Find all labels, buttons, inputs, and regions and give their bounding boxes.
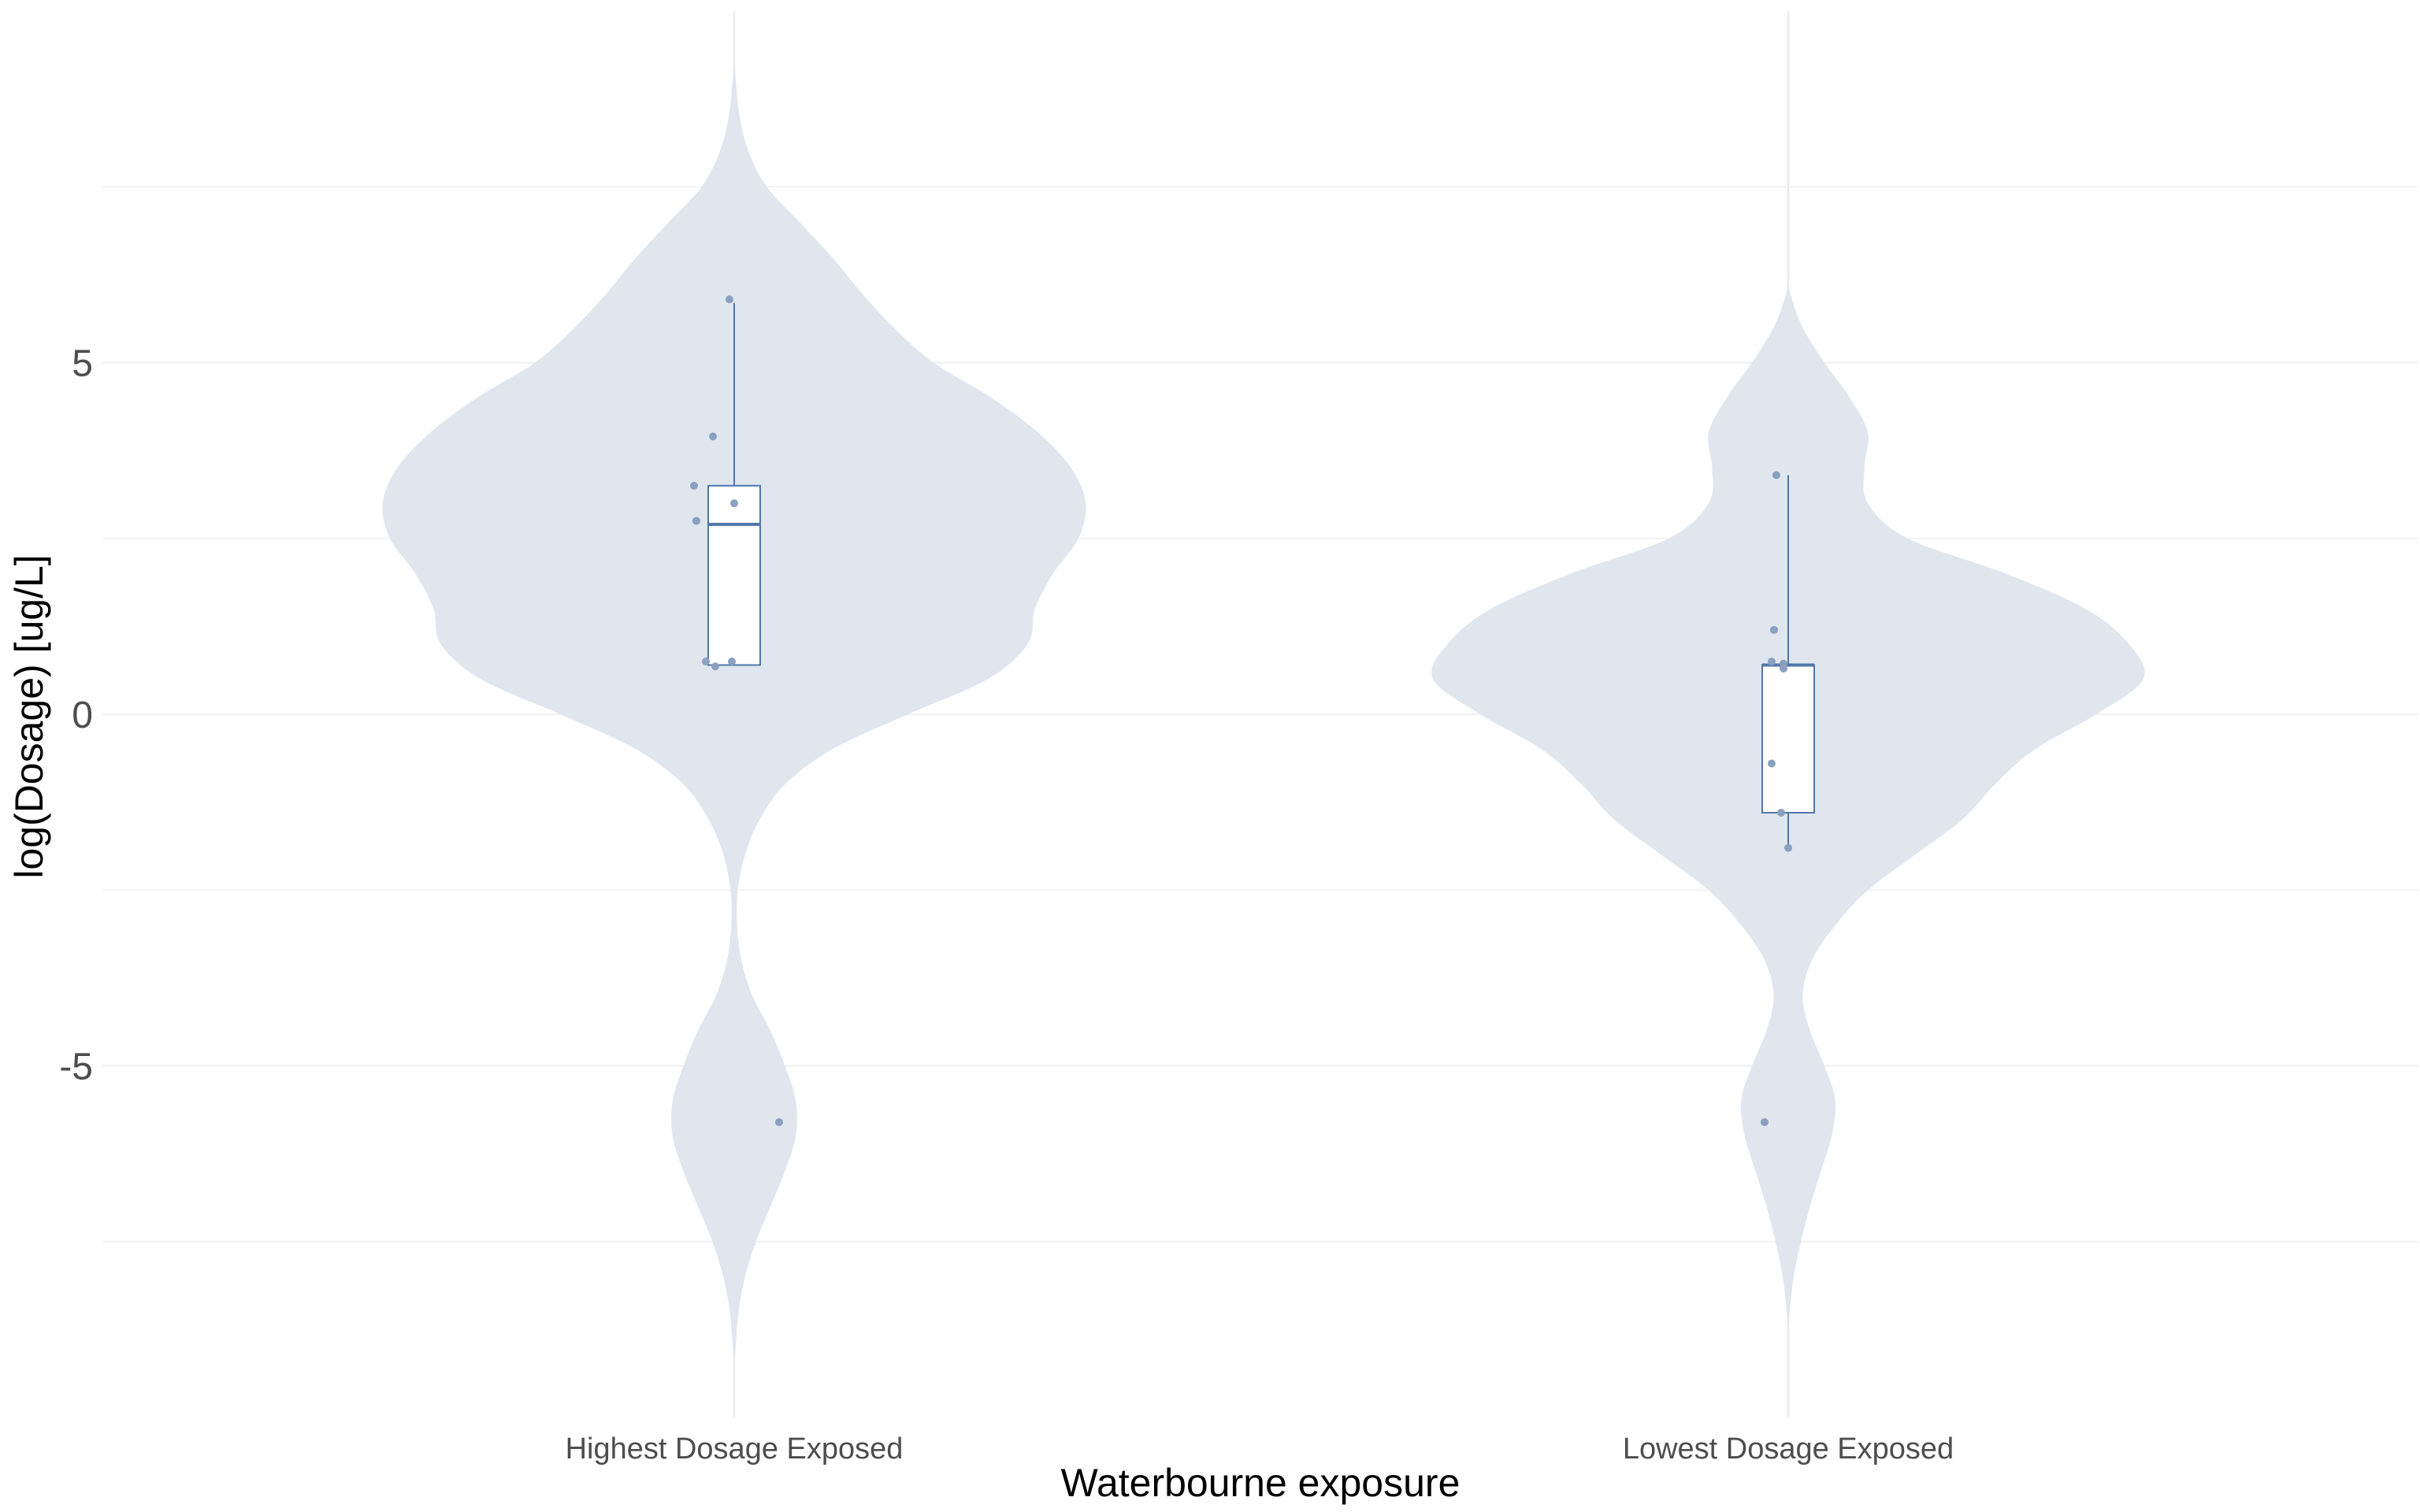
axis-layer: 5 0 -5 Highest Dosage Exposed Lowest Dosage … (59, 343, 1954, 1466)
data-point (711, 662, 719, 671)
data-point (775, 1117, 783, 1126)
data-point (1784, 843, 1792, 852)
x-axis-title: Waterbourne exposure (1061, 1461, 1461, 1505)
violin-shape (382, 60, 1086, 1365)
box-iqr (1761, 664, 1815, 814)
data-point (1772, 471, 1780, 480)
data-point (730, 499, 738, 508)
data-point (690, 481, 698, 490)
data-point (1770, 625, 1778, 634)
data-point (726, 295, 733, 304)
y-tick-label: 5 (72, 343, 93, 385)
data-point (702, 658, 710, 666)
data-point (709, 432, 717, 441)
data-point (1777, 809, 1785, 817)
data-point (1780, 664, 1787, 673)
box-iqr (707, 484, 761, 666)
data-point (692, 517, 700, 525)
data-point (1768, 658, 1776, 666)
violin-layer (382, 60, 2145, 1365)
y-axis-title: log(Dosage) [ug/L] (7, 554, 51, 878)
y-tick-label: -5 (59, 1047, 93, 1088)
data-point (1761, 1117, 1769, 1126)
data-point (728, 658, 736, 666)
x-tick-label: Highest Dosage Exposed (566, 1432, 904, 1466)
x-tick-label: Lowest Dosage Exposed (1623, 1432, 1954, 1466)
data-point (1768, 759, 1776, 768)
point-layer (690, 295, 1792, 1126)
box-layer (707, 302, 1815, 848)
y-tick-label: 0 (72, 695, 93, 736)
